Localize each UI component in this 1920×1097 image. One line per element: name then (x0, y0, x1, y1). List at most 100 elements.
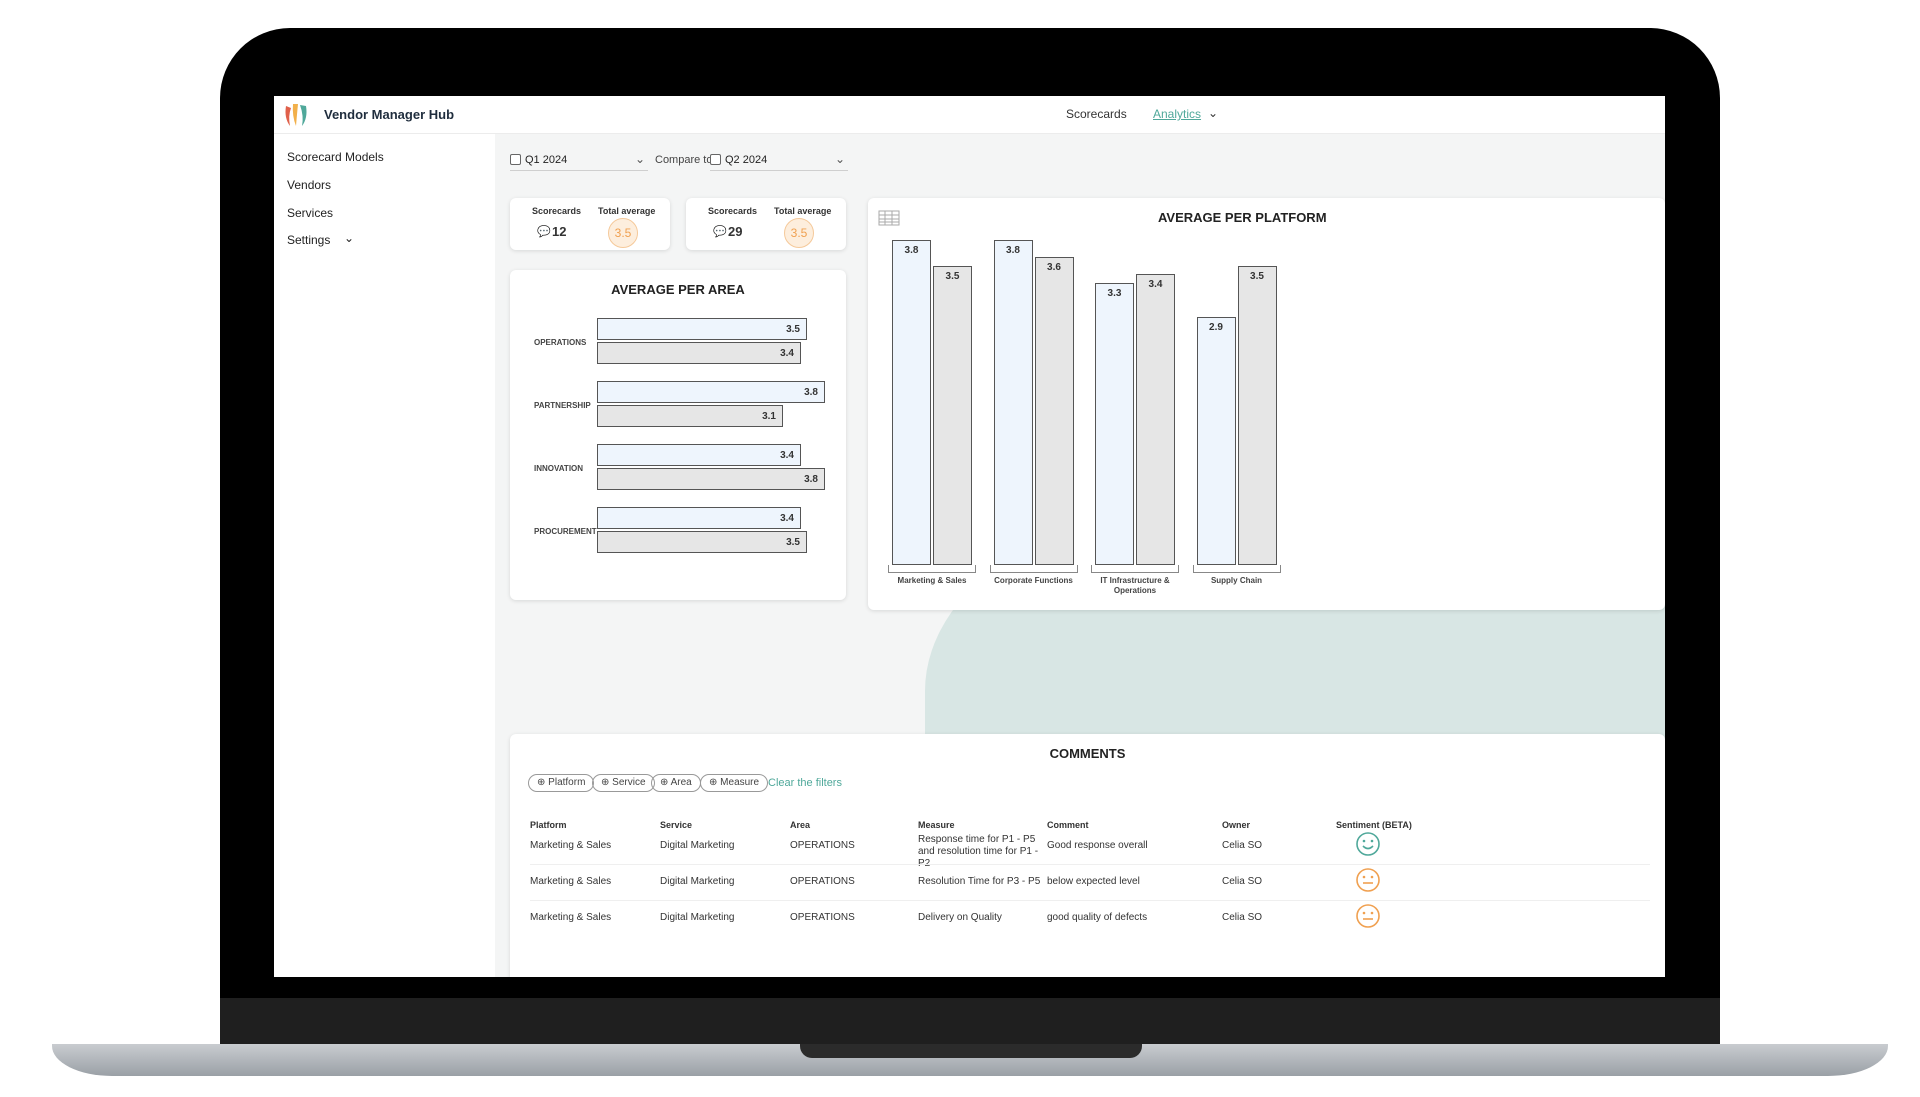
chip-label: Platform (548, 777, 586, 788)
cell-service: Digital Marketing (660, 840, 735, 851)
cell-comment: good quality of defects (1047, 912, 1148, 923)
cell-owner: Celia SO (1222, 876, 1263, 887)
kpi-scorecards-label: Scorecards (532, 206, 582, 216)
period2-select[interactable]: Q2 2024 (710, 154, 767, 166)
col-header-comment[interactable]: Comment (1047, 820, 1089, 830)
clear-filters-link[interactable]: Clear the filters (768, 777, 842, 789)
chip-label: Service (612, 777, 646, 788)
compare-label: Compare to (655, 154, 713, 166)
platform-bar[interactable]: 3.8 (993, 240, 1033, 565)
period2-checkbox[interactable] (710, 154, 721, 165)
cell-owner: Celia SO (1222, 912, 1263, 923)
platform-bar[interactable]: 3.5 (1237, 266, 1277, 565)
average-per-platform-chart: AVERAGE PER PLATFORM 3.8 3.5 Marketing & S… (868, 198, 1665, 610)
x-axis-bracket (1192, 565, 1281, 573)
chevron-down-icon[interactable]: ⌄ (1208, 106, 1219, 120)
sidebar-item-vendors[interactable]: Vendors (287, 178, 332, 192)
neutral-face-icon (1356, 868, 1380, 892)
period1-value: Q1 2024 (525, 154, 568, 166)
chevron-down-icon[interactable]: ⌄ (635, 152, 646, 166)
kpi-card-q2: Scorecards Total average 💬 29 3.5 (686, 198, 846, 250)
sidebar-item-settings[interactable]: Settings (287, 233, 331, 247)
bar-value-label: 3.4 (780, 450, 794, 461)
col-header-platform[interactable]: Platform (530, 820, 567, 830)
laptop-chin (220, 998, 1720, 1048)
bar-value-label: 2.9 (1209, 322, 1223, 333)
col-header-sentiment[interactable]: Sentiment (BETA) (1336, 820, 1412, 830)
bar-value-label: 3.5 (945, 271, 960, 282)
area-bar[interactable]: 3.4 (597, 342, 801, 364)
bar-value-label: 3.5 (786, 537, 800, 548)
filter-chip-measure[interactable]: ⊕ Measure (700, 774, 769, 792)
cell-comment: Good response overall (1047, 840, 1148, 851)
cell-area: OPERATIONS (790, 912, 855, 923)
filter-chip-area[interactable]: ⊕ Area (651, 774, 701, 792)
filter-chip-service[interactable]: ⊕ Service (592, 774, 655, 792)
x-axis-bracket (989, 565, 1078, 573)
area-axis-label: INNOVATION (534, 464, 584, 473)
cell-comment: below expected level (1047, 876, 1140, 887)
kpi-scorecards-label: Scorecards (708, 206, 758, 216)
bar-value-label: 3.3 (1107, 288, 1122, 299)
cell-measure: Response time for P1 - P5 and resolution… (918, 834, 1039, 869)
comments-panel: COMMENTS ⊕ Platform ⊕ Service ⊕ Area ⊕ M… (510, 734, 1665, 977)
chart-title: AVERAGE PER AREA (611, 282, 745, 297)
app-logo-icon[interactable] (282, 100, 312, 128)
cell-platform: Marketing & Sales (530, 876, 612, 887)
area-bar[interactable]: 3.4 (597, 444, 801, 466)
platform-axis-label: Marketing & Sales (897, 576, 967, 585)
area-bar[interactable]: 3.8 (597, 468, 825, 490)
area-bar[interactable]: 3.5 (597, 318, 807, 340)
main-content: Q1 2024 ⌄ Compare to Q2 2024 ⌄ Scorecard… (495, 134, 1665, 977)
cell-measure: Resolution Time for P3 - P5 (918, 876, 1041, 887)
area-bar[interactable]: 3.5 (597, 531, 807, 553)
kpi-card-q1: Scorecards Total average 💬 12 3.5 (510, 198, 670, 250)
col-header-area[interactable]: Area (790, 820, 811, 830)
bar-value-label: 3.5 (1250, 271, 1264, 282)
area-axis-label: PARTNERSHIP (534, 401, 591, 410)
area-axis-label: OPERATIONS (534, 338, 587, 347)
chevron-down-icon[interactable]: ⌄ (344, 231, 355, 245)
bar-value-label: 3.4 (780, 513, 794, 524)
chip-label: Measure (720, 777, 760, 788)
col-header-service[interactable]: Service (660, 820, 693, 830)
area-axis-label: PROCUREMENT (534, 527, 597, 536)
bar-value-label: 3.4 (1148, 279, 1163, 290)
table-view-icon[interactable] (878, 210, 900, 226)
chevron-down-icon[interactable]: ⌄ (835, 152, 846, 166)
nav-analytics[interactable]: Analytics (1153, 107, 1202, 121)
bar-value-label: 3.8 (904, 245, 919, 256)
cell-area: OPERATIONS (790, 876, 855, 887)
platform-axis-label: IT Infrastructure & Operations (1100, 576, 1170, 595)
laptop-notch (800, 1044, 1142, 1058)
sidebar: Scorecard Models Vendors Services Settin… (274, 134, 495, 977)
period1-select[interactable]: Q1 2024 (510, 154, 567, 166)
area-bar[interactable]: 3.4 (597, 507, 801, 529)
platform-bar[interactable]: 3.6 (1034, 257, 1074, 565)
bar-value-label: 3.5 (786, 324, 800, 335)
row-divider (530, 864, 1650, 865)
filter-chip-platform[interactable]: ⊕ Platform (528, 774, 595, 792)
x-axis-bracket (888, 565, 976, 573)
area-bar[interactable]: 3.8 (597, 381, 825, 403)
kpi-total-badge: 3.5 (784, 218, 814, 248)
col-header-owner[interactable]: Owner (1222, 820, 1251, 830)
sidebar-item-services[interactable]: Services (287, 206, 334, 220)
bar-value-label: 3.8 (804, 387, 818, 398)
chart-title: AVERAGE PER PLATFORM (1158, 210, 1327, 225)
neutral-face-icon (1356, 904, 1380, 928)
nav-scorecards[interactable]: Scorecards (1066, 107, 1127, 121)
happy-face-icon (1356, 832, 1380, 856)
app-screen: Vendor Manager Hub Scorecards Analytics … (274, 96, 1665, 977)
sidebar-item-scorecard-models[interactable]: Scorecard Models (287, 150, 384, 164)
platform-bar[interactable]: 2.9 (1196, 317, 1236, 565)
platform-bar[interactable]: 3.5 (933, 266, 972, 565)
col-header-measure[interactable]: Measure (918, 820, 955, 830)
period1-checkbox[interactable] (510, 154, 521, 165)
platform-bar[interactable]: 3.4 (1136, 274, 1175, 565)
comment-icon: 💬 (537, 226, 551, 238)
platform-bar[interactable]: 3.3 (1095, 283, 1134, 565)
platform-bar[interactable]: 3.8 (892, 240, 931, 565)
top-bar: Vendor Manager Hub Scorecards Analytics … (274, 96, 1665, 134)
area-bar[interactable]: 3.1 (597, 405, 783, 427)
